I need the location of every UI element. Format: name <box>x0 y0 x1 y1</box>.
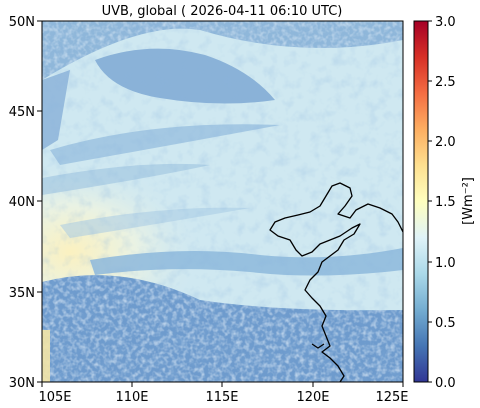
colorbar-tick-label: 1.0 <box>435 256 456 271</box>
lat-tick-label: 40N <box>9 195 35 210</box>
lat-axis: 50N 45N 40N 35N 30N <box>9 15 42 391</box>
lat-tick-label: 45N <box>9 105 35 120</box>
colorbar-tick-label: 0.5 <box>435 316 456 331</box>
colorbar: 3.0 2.5 2.0 1.5 1.0 0.5 0.0 [Wm⁻²] <box>413 15 476 391</box>
lat-tick-label: 30N <box>9 376 35 391</box>
lon-tick-label: 120E <box>296 390 329 405</box>
lat-tick-label: 35N <box>9 286 35 301</box>
colorbar-ticks: 3.0 2.5 2.0 1.5 1.0 0.5 0.0 <box>428 15 456 391</box>
map-panel <box>42 21 403 382</box>
lon-tick-label: 110E <box>115 390 148 405</box>
colorbar-tick-label: 1.5 <box>435 195 456 210</box>
lat-tick-label: 50N <box>9 15 35 30</box>
lon-tick-label: 115E <box>205 390 238 405</box>
coastal-yellow-strip <box>42 330 50 382</box>
lon-tick-label: 105E <box>38 390 71 405</box>
lon-tick-label: 125E <box>375 390 408 405</box>
cloud-scatter-texture <box>42 21 403 382</box>
colorbar-bar <box>413 20 429 383</box>
colorbar-tick-label: 0.0 <box>435 376 456 391</box>
colorbar-tick-label: 2.5 <box>435 75 456 90</box>
colorbar-tick-label: 2.0 <box>435 135 456 150</box>
colorbar-label: [Wm⁻²] <box>461 177 476 225</box>
coastline <box>269 182 403 382</box>
map-title: UVB, global ( 2026-04-11 06:10 UTC) <box>102 4 343 19</box>
coastline-islet <box>311 343 325 349</box>
colorbar-tick-label: 3.0 <box>435 15 456 30</box>
lon-axis: 105E 110E 115E 120E 125E <box>38 382 409 405</box>
